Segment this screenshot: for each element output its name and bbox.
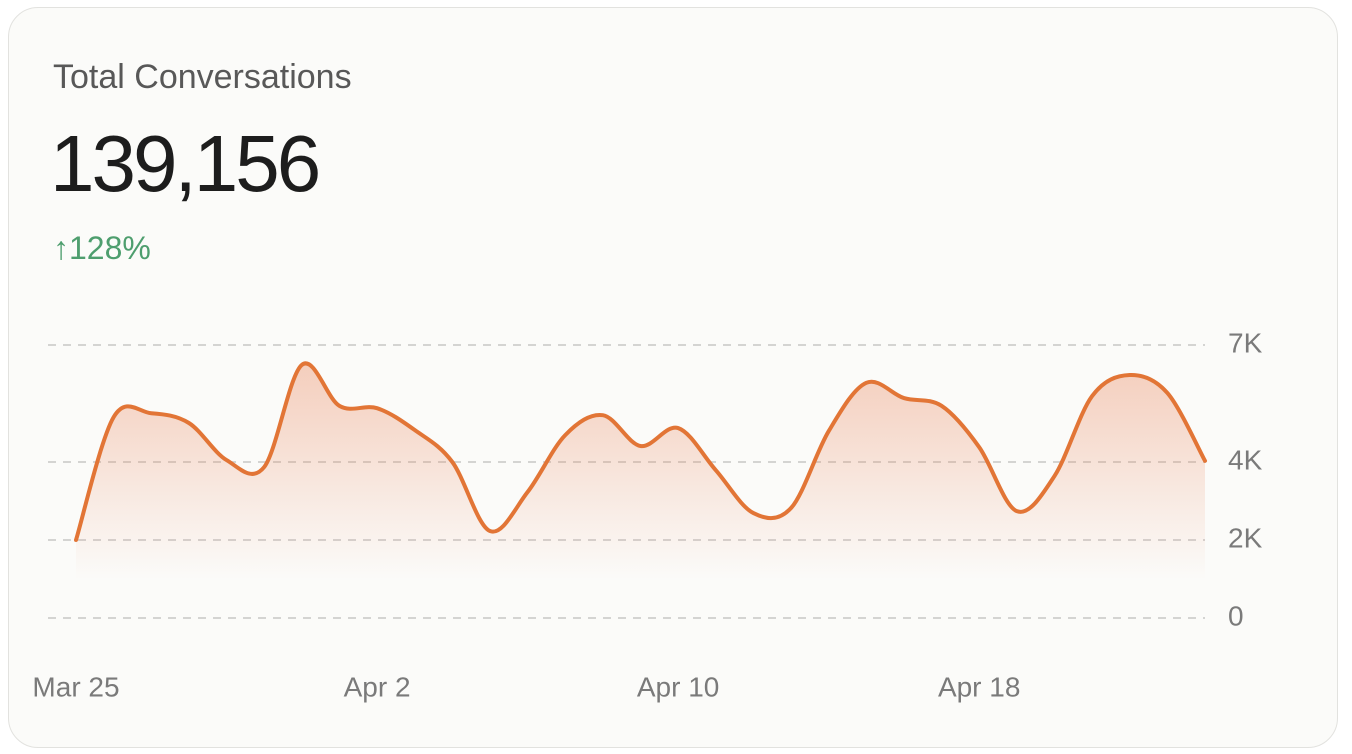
y-tick-label: 0 [1228,600,1244,631]
y-tick-label: 2K [1228,522,1263,553]
x-tick-label: Mar 25 [32,671,119,702]
y-tick-label: 7K [1228,327,1263,358]
line [74,361,1207,542]
x-tick-label: Apr 18 [938,671,1021,702]
card-title: Total Conversations [53,58,352,96]
x-tick-label: Apr 10 [637,671,720,702]
y-tick-label: 4K [1228,444,1263,475]
change-percent: ↑128% [53,230,151,266]
total-value: 139,156 [50,119,321,208]
area-fill [76,363,1205,618]
x-tick-label: Apr 2 [344,671,411,702]
